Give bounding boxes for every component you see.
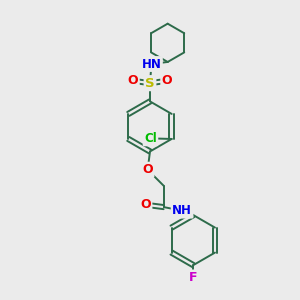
Text: O: O bbox=[142, 163, 153, 176]
Text: O: O bbox=[162, 74, 172, 87]
Text: HN: HN bbox=[142, 58, 161, 70]
Text: F: F bbox=[189, 271, 197, 284]
Text: S: S bbox=[145, 77, 155, 90]
Text: NH: NH bbox=[172, 204, 192, 217]
Text: O: O bbox=[128, 74, 138, 87]
Text: Cl: Cl bbox=[144, 132, 157, 145]
Text: O: O bbox=[140, 198, 151, 211]
